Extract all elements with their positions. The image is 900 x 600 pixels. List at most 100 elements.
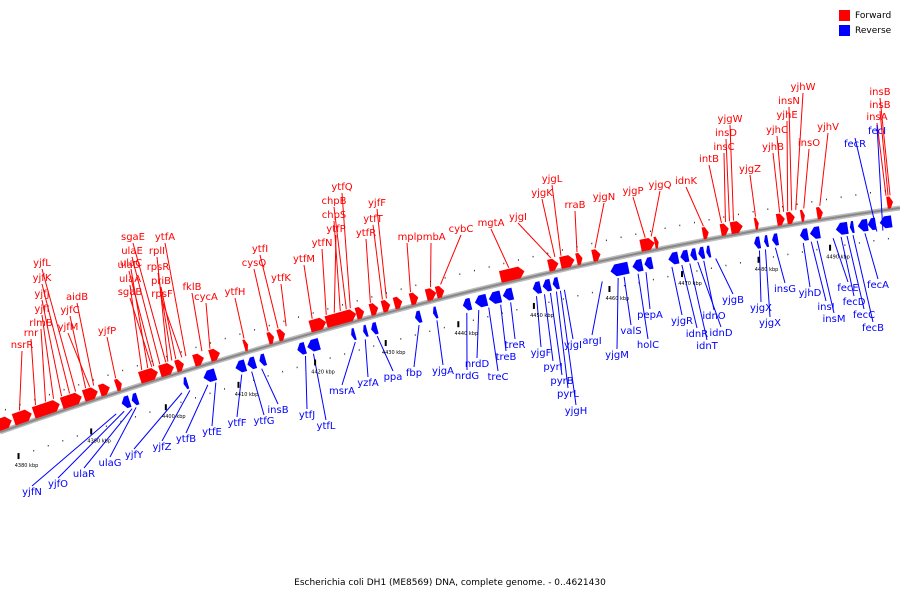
reverse-leader-47: [832, 238, 849, 283]
forward-gene-label-58: insN: [778, 96, 800, 107]
reverse-gene-label-36: idnR: [686, 329, 708, 340]
reverse-leader-36: [681, 264, 698, 329]
reverse-gene-label-21: treC: [488, 372, 509, 383]
upper-minor-tick: [708, 219, 710, 221]
forward-leader-11: [106, 336, 117, 379]
forward-leader-16: [131, 256, 161, 365]
reverse-gene-28: [698, 246, 706, 259]
scale-minor-tick: [623, 284, 625, 287]
upper-minor-tick: [855, 194, 857, 196]
scale-minor-tick: [429, 330, 431, 333]
scale-minor-tick: [667, 275, 669, 278]
scale-minor-tick: [105, 425, 107, 428]
upper-minor-tick: [312, 312, 314, 314]
scale-minor-tick: [562, 298, 564, 300]
forward-gene-label-59: yjhW: [791, 82, 816, 93]
scale-tick-12: [829, 244, 832, 251]
reverse-gene-1: [121, 395, 132, 409]
forward-leader-63: [879, 110, 889, 196]
forward-gene-label-51: insC: [713, 142, 734, 153]
forward-gene-13: [242, 339, 249, 352]
reverse-leader-14: [341, 341, 356, 386]
scale-tick-label-10: 4470 kbp: [678, 281, 702, 287]
forward-gene-21: [392, 296, 403, 310]
upper-minor-tick: [371, 296, 373, 298]
reverse-gene-4: [203, 368, 218, 383]
upper-minor-tick: [532, 255, 534, 258]
scale-minor-tick: [62, 440, 64, 442]
forward-gene-label-41: mgtA: [478, 218, 505, 229]
reverse-gene-30: [754, 236, 762, 249]
scale-tick-1: [17, 453, 20, 460]
upper-minor-tick: [92, 379, 94, 381]
forward-leader-17: [132, 242, 167, 363]
forward-gene-6: [97, 383, 110, 397]
forward-gene-27: [559, 255, 575, 269]
forward-gene-label-22: ytfA: [155, 232, 175, 243]
reverse-gene-2: [131, 392, 140, 406]
upper-minor-tick: [136, 365, 138, 367]
upper-minor-tick: [48, 393, 50, 396]
forward-gene-label-20: priB: [151, 276, 171, 287]
forward-leader-34: [341, 192, 351, 309]
reverse-leader-8: [211, 382, 217, 427]
forward-gene-label-17: sgaE: [121, 232, 145, 243]
forward-leader-8: [69, 315, 87, 389]
upper-minor-tick: [444, 277, 446, 279]
scale-minor-tick: [873, 240, 875, 242]
forward-gene-label-23: fklB: [183, 282, 202, 293]
forward-gene-label-32: chpS: [322, 210, 347, 221]
reverse-leader-9: [236, 374, 243, 418]
reverse-gene-3: [183, 377, 190, 390]
reverse-gene-19: [532, 281, 543, 294]
reverse-leader-16: [376, 335, 394, 372]
upper-minor-tick: [796, 203, 798, 205]
upper-minor-tick: [767, 208, 769, 210]
upper-minor-tick: [576, 245, 578, 248]
forward-gene-label-15: ulaD: [118, 260, 141, 271]
scale-minor-tick: [725, 264, 727, 267]
scale-tick-label-9: 4460 kbp: [606, 296, 630, 302]
forward-gene-28: [575, 252, 583, 266]
forward-gene-5: [81, 387, 98, 402]
reverse-gene-31: [764, 234, 770, 248]
forward-leader-48: [650, 190, 661, 237]
reverse-gene-label-46: insM: [823, 314, 846, 325]
reverse-gene-label-32: valS: [620, 326, 641, 337]
forward-gene-label-5: yjfJ: [34, 289, 49, 300]
reverse-gene-label-42: yjgX: [759, 318, 781, 329]
forward-gene-label-44: yjgL: [542, 174, 563, 185]
forward-gene-label-26: cysQ: [242, 258, 267, 269]
reverse-gene-label-29: yjgI: [564, 340, 582, 351]
upper-minor-tick: [561, 249, 563, 251]
reverse-leader-3: [83, 408, 133, 469]
reverse-gene-label-31: yjgM: [605, 350, 629, 361]
genome-backbone: [0, 207, 900, 433]
reverse-gene-label-45: insI: [817, 302, 834, 313]
forward-gene-26: [547, 258, 559, 272]
forward-leader-30: [321, 248, 327, 315]
forward-gene-3: [31, 400, 60, 419]
upper-minor-tick: [869, 192, 871, 194]
forward-leader-25: [234, 297, 245, 339]
reverse-leader-48: [840, 236, 855, 297]
scale-tick-11: [757, 256, 760, 263]
forward-leader-46: [594, 202, 605, 249]
forward-leader-64: [879, 97, 891, 196]
scale-minor-tick: [134, 416, 136, 418]
reverse-gene-13: [415, 310, 423, 323]
forward-gene-label-36: ytfT: [363, 214, 383, 225]
reverse-leader-52: [854, 137, 878, 232]
reverse-gene-label-14: msrA: [329, 386, 355, 397]
reverse-gene-label-4: ulaG: [99, 458, 122, 469]
scale-tick-label-7: 4440 kbp: [455, 331, 479, 337]
reverse-leader-40: [715, 258, 734, 295]
forward-gene-label-64: insB: [869, 87, 890, 98]
forward-gene-label-16: ulaE: [121, 246, 143, 257]
reverse-leader-46: [816, 240, 835, 314]
reverse-gene-14: [432, 306, 439, 319]
upper-minor-tick: [884, 189, 886, 192]
forward-gene-label-21: rpsF: [151, 289, 173, 300]
reverse-gene-10: [351, 328, 357, 341]
upper-minor-tick: [679, 224, 681, 227]
